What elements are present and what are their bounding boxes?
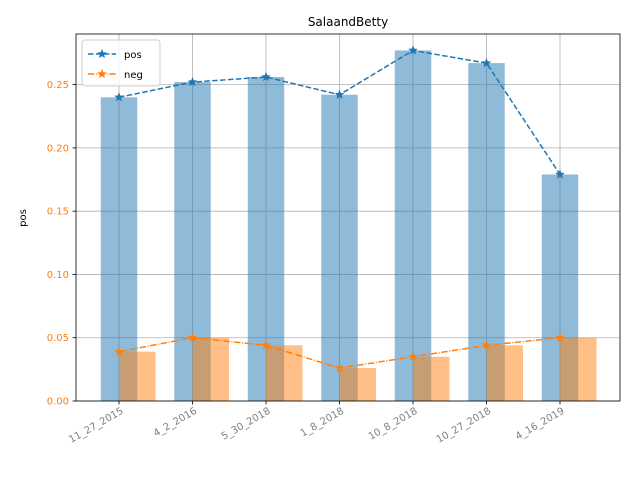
legend-label-neg: neg [124,70,143,81]
point-pos [334,89,345,99]
point-neg [114,346,124,356]
y-axis-title: pos [18,209,29,227]
point-neg [187,332,198,342]
point-pos [408,45,418,55]
bars [100,50,597,402]
point-pos [555,169,565,179]
point-neg [481,340,492,350]
point-pos [261,71,271,82]
y-tick-label: 0.10 [47,270,69,281]
series-lines [114,45,565,373]
bar-neg [266,345,303,401]
axes [72,33,621,405]
bar-neg [192,337,229,401]
y-tick-label: 0.20 [47,143,69,154]
bar-neg [486,345,523,401]
legend-marker-pos [97,48,107,59]
chart-title: SalaandBetty [308,15,388,29]
point-pos [187,76,198,87]
point-neg [555,332,565,342]
y-tick-label: 0.25 [47,80,69,91]
y-tick-label: 0.00 [47,397,69,408]
y-tick-label: 0.05 [47,333,69,344]
plot-frame [75,33,621,402]
point-pos [481,57,492,68]
bar-neg [413,356,450,401]
point-neg [408,351,418,361]
point-pos [114,92,124,102]
bar-neg [560,337,597,401]
bar-pos [394,50,432,402]
y-tick-label: 0.15 [47,207,69,218]
bar-neg [119,351,156,401]
point-neg [261,340,271,350]
legend-marker-neg [97,68,107,79]
legend-box [81,39,161,87]
point-neg [334,362,345,373]
bar-pos [321,94,358,402]
legend-label-pos: pos [124,50,142,61]
bar-neg [339,368,376,401]
legend[interactable]: pos neg [81,39,161,87]
